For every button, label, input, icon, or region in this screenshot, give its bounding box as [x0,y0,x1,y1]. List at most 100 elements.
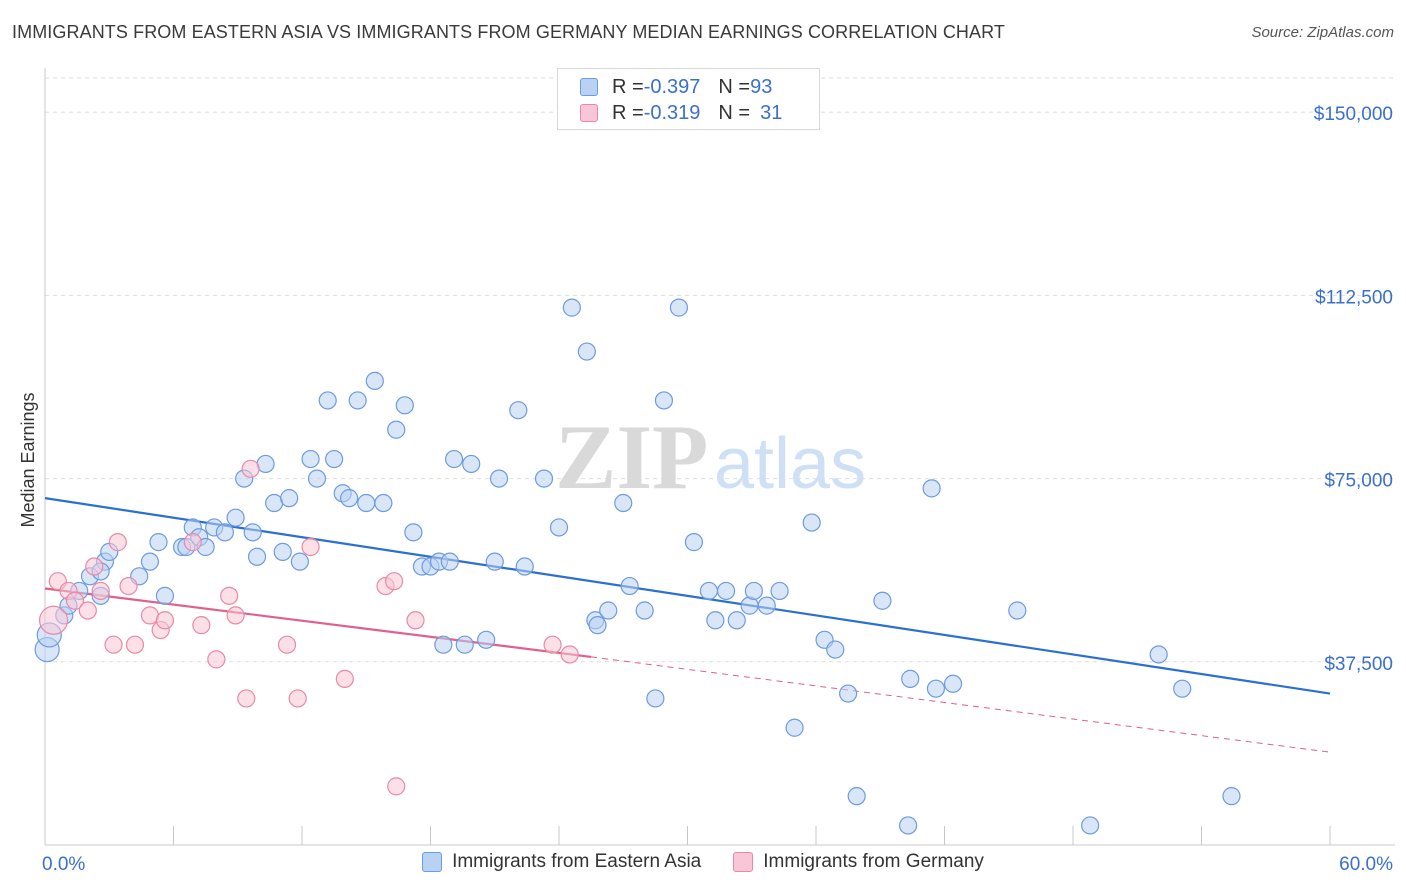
point-germany [384,572,404,591]
point-eastern-asia [374,493,393,513]
point-eastern-asia [243,523,262,542]
point-germany [387,777,406,796]
point-eastern-asia [477,630,496,649]
point-eastern-asia [577,342,596,361]
watermark: ZIP atlas [555,406,866,508]
point-eastern-asia [873,591,892,610]
point-eastern-asia [290,552,309,571]
point-eastern-asia [215,523,234,542]
y-axis-label: Median Earnings [18,392,38,527]
point-eastern-asia [654,391,674,410]
point-eastern-asia [404,523,423,542]
y-tick-label: $150,000 [1314,104,1393,125]
point-eastern-asia [395,396,414,415]
point-eastern-asia [440,552,459,571]
trend-line-germany-extension [591,656,1331,753]
point-eastern-asia [318,391,337,410]
correlation-legend: R = -0.397 N = 93 R = -0.319 N = 31 [557,68,820,130]
point-eastern-asia [534,469,554,488]
gridlines [45,77,1395,663]
point-eastern-asia [301,449,320,469]
point-germany [543,635,562,654]
watermark-zip: ZIP [555,406,708,508]
point-eastern-asia [455,635,474,654]
point-germany [237,689,256,708]
chart-title: IMMIGRANTS FROM EASTERN ASIA VS IMMIGRAN… [12,22,1006,42]
y-tick-label: $75,000 [1324,471,1393,492]
legend-swatch-blue [580,78,598,96]
point-eastern-asia [273,542,292,561]
point-eastern-asia [1173,679,1192,698]
legend-n-label: N = [718,75,751,98]
point-eastern-asia [614,493,633,513]
point-eastern-asia [839,684,858,703]
point-eastern-asia [826,640,845,659]
point-eastern-asia [434,635,453,654]
legend-row-eastern-asia: R = -0.397 N = 93 [580,74,772,100]
series-legend-label: Immigrants from Eastern Asia [452,851,702,872]
point-germany [207,650,226,669]
point-germany [65,591,85,610]
point-eastern-asia [727,611,746,630]
point-eastern-asia [901,669,920,688]
point-germany [119,576,138,596]
point-eastern-asia [646,689,665,708]
point-eastern-asia [847,787,866,806]
point-germany [241,459,260,478]
point-eastern-asia [1081,816,1100,835]
legend-n-value: 31 [760,101,783,124]
point-eastern-asia [247,547,267,566]
point-eastern-asia [716,581,736,601]
legend-r-label: R = [612,101,644,124]
point-germany [335,669,354,688]
point-germany [125,635,145,654]
point-eastern-asia [307,469,327,488]
point-germany [140,606,160,625]
point-eastern-asia [1008,601,1027,620]
point-eastern-asia [515,557,534,576]
legend-n-value: 93 [750,75,773,98]
point-eastern-asia [325,449,344,469]
point-eastern-asia [357,493,376,513]
point-eastern-asia [365,371,384,390]
point-eastern-asia [444,449,464,469]
point-eastern-asia [684,533,704,552]
point-eastern-asia [280,489,299,508]
point-eastern-asia [943,674,963,693]
point-eastern-asia [898,816,918,835]
legend-swatch-pink [580,104,598,122]
point-eastern-asia [620,576,639,596]
source-label: Source: ZipAtlas.com [1251,24,1394,41]
point-germany [192,616,211,635]
point-eastern-asia [149,533,168,552]
point-eastern-asia [462,454,481,474]
legend-n-label: N = [718,101,751,124]
point-eastern-asia [485,552,504,571]
point-eastern-asia [140,552,160,571]
point-germany [104,635,123,654]
point-germany [155,611,175,630]
point-germany [91,581,110,601]
legend-r-label: R = [612,75,644,98]
point-eastern-asia [926,679,946,698]
point-germany [560,645,579,664]
point-eastern-asia [1149,645,1168,664]
point-germany [78,601,97,620]
point-germany [288,689,307,708]
series-swatch-blue [422,852,443,872]
legend-r-value: -0.319 [643,101,701,124]
point-germany [226,606,245,625]
point-germany [277,635,297,654]
point-germany [406,611,425,630]
point-eastern-asia [785,718,804,737]
point-eastern-asia [757,596,776,615]
y-tick-label: $112,500 [1315,287,1393,308]
point-eastern-asia [256,454,275,474]
point-eastern-asia [802,513,821,532]
point-eastern-asia [699,581,719,601]
point-eastern-asia [669,298,689,317]
point-eastern-asia [387,420,406,439]
point-eastern-asia [562,298,581,317]
series-legend-label: Immigrants from Germany [763,851,984,872]
